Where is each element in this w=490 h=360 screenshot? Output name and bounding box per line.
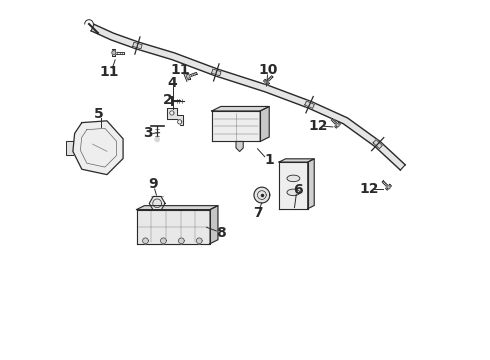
Circle shape: [336, 123, 339, 127]
Circle shape: [265, 81, 268, 84]
Ellipse shape: [287, 189, 300, 195]
Ellipse shape: [287, 175, 300, 182]
Text: 5: 5: [94, 107, 104, 121]
Text: 6: 6: [293, 183, 303, 197]
Polygon shape: [167, 108, 183, 125]
Polygon shape: [373, 140, 382, 149]
Circle shape: [170, 111, 174, 115]
Text: 11: 11: [99, 66, 119, 80]
Polygon shape: [112, 49, 115, 56]
Polygon shape: [254, 187, 270, 203]
Polygon shape: [264, 79, 270, 85]
Polygon shape: [186, 73, 191, 80]
Polygon shape: [279, 162, 308, 209]
Text: 4: 4: [168, 76, 177, 90]
Text: 12: 12: [309, 119, 328, 133]
Polygon shape: [386, 184, 392, 190]
Polygon shape: [115, 51, 124, 54]
Circle shape: [178, 238, 184, 244]
Text: 8: 8: [216, 226, 226, 240]
Circle shape: [186, 75, 190, 78]
Text: 3: 3: [144, 126, 153, 140]
Polygon shape: [331, 119, 338, 125]
Polygon shape: [149, 197, 165, 210]
Polygon shape: [382, 181, 389, 187]
Polygon shape: [335, 122, 341, 128]
Polygon shape: [212, 69, 221, 76]
Circle shape: [387, 186, 390, 189]
Polygon shape: [267, 76, 273, 82]
Polygon shape: [308, 159, 314, 209]
Text: 10: 10: [259, 63, 278, 77]
Circle shape: [143, 238, 148, 244]
Polygon shape: [66, 140, 73, 155]
Polygon shape: [91, 24, 405, 170]
Polygon shape: [137, 210, 210, 244]
Circle shape: [155, 137, 159, 141]
Polygon shape: [137, 206, 218, 210]
Circle shape: [112, 51, 116, 55]
Polygon shape: [279, 159, 314, 162]
Circle shape: [196, 238, 202, 244]
Polygon shape: [305, 101, 315, 108]
Polygon shape: [73, 121, 123, 175]
Polygon shape: [260, 107, 269, 141]
Text: 12: 12: [359, 181, 378, 195]
Polygon shape: [236, 141, 243, 152]
Text: 1: 1: [264, 153, 274, 167]
Polygon shape: [212, 107, 269, 111]
Text: 9: 9: [148, 177, 158, 191]
Polygon shape: [133, 42, 142, 49]
Text: 2: 2: [163, 93, 173, 107]
Polygon shape: [210, 206, 218, 244]
Text: 11: 11: [170, 63, 190, 77]
Circle shape: [177, 120, 182, 124]
Circle shape: [161, 238, 166, 244]
Polygon shape: [189, 72, 197, 77]
Text: 7: 7: [253, 206, 262, 220]
Polygon shape: [212, 111, 260, 141]
